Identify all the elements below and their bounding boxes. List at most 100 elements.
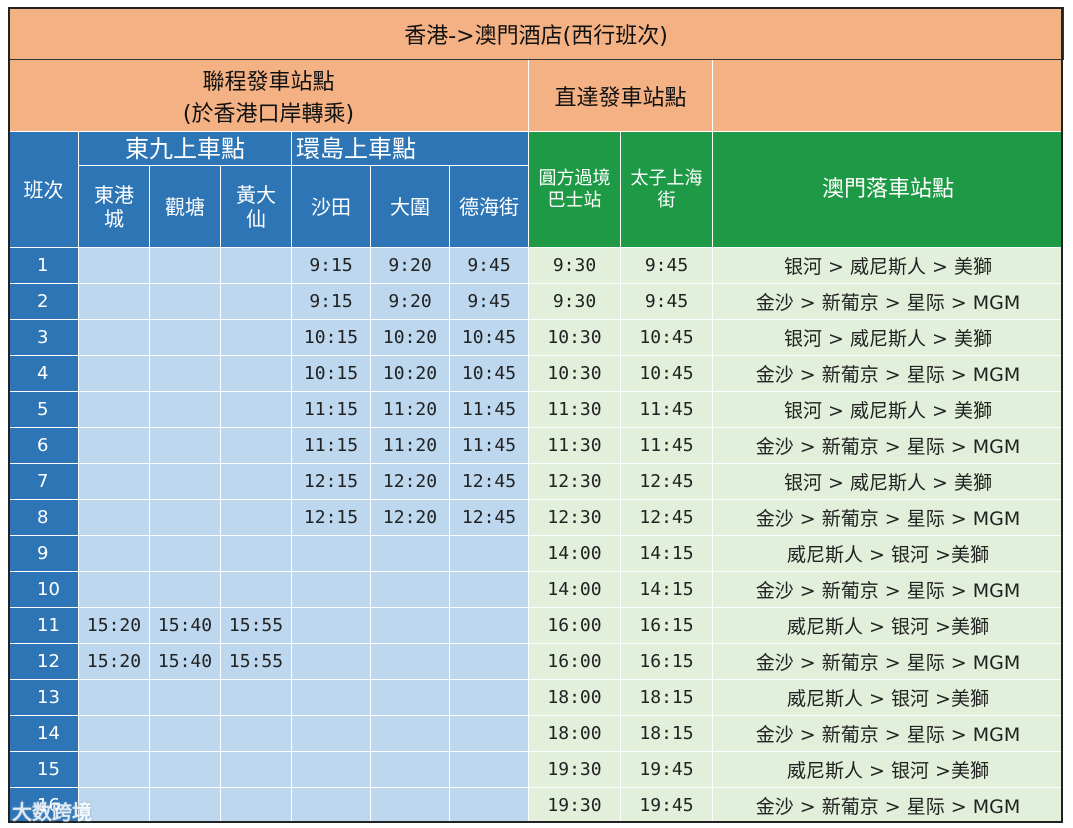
transfer-stops-header: 聯程發車站點 (於香港口岸轉乘) — [8, 59, 529, 132]
wong-tai-time-cell — [220, 787, 292, 824]
tai-wai-time-cell: 10:20 — [370, 319, 450, 356]
tai-wai-time-cell: 12:20 — [370, 463, 450, 500]
table-row: 13 18:00 18:15 威尼斯人 > 银河 >美獅 — [8, 679, 1065, 716]
wong-tai-time-cell — [220, 499, 292, 536]
round-time-cell: 19:30 — [528, 751, 621, 788]
tung-kong-time-cell — [78, 391, 150, 428]
tung-kong-time-cell — [78, 427, 150, 464]
tung-kong-line2: 城 — [104, 206, 124, 231]
prince-time-cell: 18:15 — [620, 679, 713, 716]
dropoff-route-cell: 金沙 > 新葡京 > 星际 > MGM — [711, 427, 1065, 464]
tung-kong-line1: 東港 — [94, 182, 134, 207]
transfer-stops-line1: 聯程發車站點 — [202, 69, 335, 95]
des-voeux-time-cell — [449, 607, 529, 644]
dropoff-route-cell: 金沙 > 新葡京 > 星际 > MGM — [711, 787, 1065, 824]
prince-time-cell: 9:45 — [620, 247, 713, 284]
round-time-cell: 16:00 — [528, 607, 621, 644]
wong-tai-time-cell — [220, 247, 292, 284]
wong-tai-time-cell: 15:55 — [220, 607, 292, 644]
row-number-cell: 7 — [8, 463, 79, 500]
prince-header-line2: 街 — [657, 189, 676, 211]
sha-tin-time-cell — [291, 643, 371, 680]
table-row: 1 9:15 9:20 9:45 9:30 9:45 银河 > 威尼斯人 > 美獅 — [8, 247, 1065, 284]
prince-time-cell: 9:45 — [620, 283, 713, 320]
prince-time-cell: 19:45 — [620, 787, 713, 824]
wong-tai-time-cell — [220, 679, 292, 716]
dropoff-route-cell: 威尼斯人 > 银河 >美獅 — [711, 751, 1065, 788]
table-row: 11 15:20 15:40 15:55 16:00 16:15 威尼斯人 > 银河 >美獅 — [8, 607, 1065, 644]
schedule-table: 香港->澳門酒店(西行班次) 聯程發車站點 (於香港口岸轉乘) 直達發車站點 班… — [7, 7, 1065, 824]
tung-kong-time-cell — [78, 715, 150, 752]
wong-tai-time-cell: 15:55 — [220, 643, 292, 680]
des-voeux-time-cell: 12:45 — [449, 499, 529, 536]
round-time-cell: 10:30 — [528, 319, 621, 356]
row-number-cell: 10 — [8, 571, 79, 608]
tung-kong-time-cell — [78, 247, 150, 284]
dropoff-route-cell: 金沙 > 新葡京 > 星际 > MGM — [711, 355, 1065, 392]
sha-tin-time-cell — [291, 787, 371, 824]
round-time-cell: 18:00 — [528, 679, 621, 716]
wong-tai-line2: 仙 — [246, 206, 266, 231]
sha-tin-time-cell — [291, 715, 371, 752]
tung-kong-time-cell — [78, 751, 150, 788]
kwun-tong-time-cell — [149, 715, 221, 752]
row-number-cell: 2 — [8, 283, 79, 320]
des-voeux-time-cell: 10:45 — [449, 355, 529, 392]
des-voeux-time-cell: 9:45 — [449, 247, 529, 284]
tai-wai-time-cell: 12:20 — [370, 499, 450, 536]
table-row: 8 12:15 12:20 12:45 12:30 12:45 金沙 > 新葡京 > 星际 … — [8, 499, 1065, 536]
dropoff-route-cell: 金沙 > 新葡京 > 星际 > MGM — [711, 643, 1065, 680]
des-voeux-time-cell — [449, 643, 529, 680]
des-voeux-time-cell — [449, 751, 529, 788]
wong-tai-time-cell — [220, 715, 292, 752]
prince-time-cell: 12:45 — [620, 463, 713, 500]
sha-tin-time-cell: 11:15 — [291, 391, 371, 428]
tung-kong-time-cell — [78, 283, 150, 320]
round-time-cell: 18:00 — [528, 715, 621, 752]
tai-wai-time-cell: 9:20 — [370, 283, 450, 320]
des-voeux-time-cell: 11:45 — [449, 391, 529, 428]
tai-wai-time-cell — [370, 787, 450, 824]
round-time-cell: 14:00 — [528, 571, 621, 608]
wong-tai-time-cell — [220, 355, 292, 392]
prince-time-cell: 14:15 — [620, 571, 713, 608]
dropoff-route-cell: 威尼斯人 > 银河 >美獅 — [711, 535, 1065, 572]
table-row: 6 11:15 11:20 11:45 11:30 11:45 金沙 > 新葡京 > 星际 … — [8, 427, 1065, 464]
row-number-cell: 14 — [8, 715, 79, 752]
wong-tai-time-cell — [220, 427, 292, 464]
round-time-cell: 9:30 — [528, 247, 621, 284]
kwun-tong-time-cell: 15:40 — [149, 643, 221, 680]
east-kowloon-header: 東九上車點 — [78, 131, 292, 166]
des-voeux-time-cell: 9:45 — [449, 283, 529, 320]
watermark: 大数跨境 — [12, 800, 92, 824]
des-voeux-time-cell: 12:45 — [449, 463, 529, 500]
sha-tin-time-cell — [291, 679, 371, 716]
tai-wai-time-cell — [370, 643, 450, 680]
kwun-tong-time-cell — [149, 283, 221, 320]
sha-tin-time-cell: 10:15 — [291, 319, 371, 356]
wong-tai-time-cell — [220, 535, 292, 572]
tung-kong-header: 東港 城 — [78, 165, 150, 248]
dropoff-route-cell: 金沙 > 新葡京 > 星际 > MGM — [711, 571, 1065, 608]
round-header: 圓方過境 巴士站 — [528, 131, 621, 248]
wong-tai-time-cell — [220, 463, 292, 500]
wong-tai-time-cell — [220, 751, 292, 788]
sha-tin-time-cell — [291, 571, 371, 608]
des-voeux-time-cell — [449, 715, 529, 752]
table-row: 12 15:20 15:40 15:55 16:00 16:15 金沙 > 新葡京 > 星际… — [8, 643, 1065, 680]
wong-tai-time-cell — [220, 391, 292, 428]
tung-kong-time-cell: 15:20 — [78, 607, 150, 644]
des-voeux-time-cell — [449, 787, 529, 824]
table-row: 10 14:00 14:15 金沙 > 新葡京 > 星际 > MGM — [8, 571, 1065, 608]
sha-tin-time-cell — [291, 607, 371, 644]
des-voeux-time-cell — [449, 571, 529, 608]
round-header-line2: 巴士站 — [547, 189, 602, 211]
direct-stops-header: 直達發車站點 — [528, 59, 713, 132]
dropoff-route-cell: 金沙 > 新葡京 > 星际 > MGM — [711, 715, 1065, 752]
prince-header-line1: 太子上海 — [630, 167, 703, 189]
row-number-cell: 3 — [8, 319, 79, 356]
sha-tin-time-cell: 10:15 — [291, 355, 371, 392]
des-voeux-time-cell — [449, 679, 529, 716]
kwun-tong-time-cell — [149, 355, 221, 392]
dropoff-route-cell: 金沙 > 新葡京 > 星际 > MGM — [711, 499, 1065, 536]
